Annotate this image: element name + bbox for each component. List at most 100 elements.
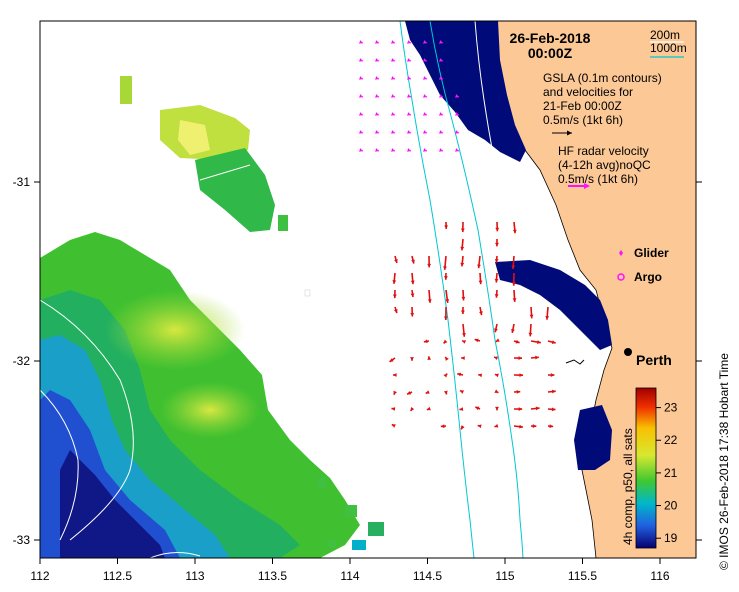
- velocity-arrowhead: [479, 311, 483, 316]
- velocity-arrowhead: [443, 390, 448, 395]
- gsla-line1: GSLA (0.1m contours): [543, 71, 662, 85]
- velocity-arrowhead: [443, 266, 447, 270]
- velocity-arrowhead: [427, 299, 432, 303]
- colorbar-tick-label: 23: [664, 401, 678, 415]
- velocity-arrowhead: [552, 389, 556, 394]
- velocity-arrowhead: [549, 424, 554, 429]
- velocity-arrowhead: [461, 296, 466, 301]
- velocity-arrowhead: [455, 94, 459, 98]
- sst-field-north: [120, 76, 311, 297]
- velocity-arrowhead: [515, 339, 520, 344]
- velocity-arrowhead: [511, 282, 516, 286]
- cloud-mask: [405, 21, 612, 470]
- velocity-arrowhead: [427, 263, 432, 268]
- velocity-arrowhead: [494, 356, 499, 360]
- bathymetry-contours: [399, 21, 524, 558]
- velocity-arrowhead: [375, 130, 379, 134]
- velocity-arrowhead: [411, 259, 415, 264]
- x-tick-label: 112: [30, 569, 49, 583]
- bathy-legend: 200m 1000m: [650, 28, 687, 58]
- plot-frame: [39, 20, 697, 559]
- velocity-arrowhead: [439, 130, 443, 134]
- velocity-arrowhead: [375, 94, 379, 98]
- velocity-arrowhead: [389, 358, 394, 362]
- velocity-arrowhead: [518, 407, 523, 411]
- velocity-arrowhead: [407, 58, 411, 62]
- velocity-arrowhead: [494, 389, 499, 393]
- velocity-arrowhead: [375, 112, 379, 116]
- velocity-arrowhead: [494, 278, 499, 283]
- velocity-arrowhead: [359, 94, 363, 98]
- velocity-arrowhead: [459, 407, 464, 411]
- velocity-arrowhead: [535, 355, 539, 360]
- velocity-arrowhead: [423, 40, 427, 44]
- velocity-arrowhead: [423, 148, 427, 152]
- marker-legend: Glider Argo: [617, 246, 669, 284]
- velocity-arrowhead: [392, 294, 397, 299]
- velocity-arrowhead: [519, 373, 524, 378]
- velocity-arrowhead: [461, 356, 465, 361]
- city-label: Perth: [636, 352, 672, 368]
- x-tick-label: 115.5: [568, 569, 597, 583]
- argo-label: Argo: [634, 270, 662, 284]
- y-tick-label: -31: [13, 175, 31, 189]
- velocity-arrowhead: [495, 242, 499, 247]
- velocity-arrowhead: [512, 229, 517, 234]
- velocity-arrowhead: [443, 316, 448, 320]
- velocity-arrowhead: [391, 407, 396, 411]
- velocity-arrowhead: [375, 40, 379, 44]
- velocity-arrowhead: [461, 310, 465, 315]
- velocity-arrowhead: [462, 333, 466, 337]
- velocity-arrowhead: [423, 130, 427, 134]
- velocity-arrowhead: [455, 148, 459, 152]
- velocity-arrowhead: [410, 280, 415, 285]
- velocity-arrowhead: [518, 356, 522, 361]
- velocity-arrowhead: [407, 148, 411, 152]
- velocity-arrowhead: [359, 40, 363, 44]
- velocity-arrowhead: [426, 406, 431, 411]
- hf-scale: 0.5m/s (1kt 6h): [558, 172, 638, 186]
- velocity-arrowhead: [439, 94, 443, 98]
- map-time: 00:00Z: [528, 45, 573, 61]
- velocity-arrowhead: [474, 338, 479, 343]
- velocity-arrowhead: [537, 340, 541, 344]
- velocity-arrowhead: [407, 391, 412, 395]
- velocity-arrowhead: [445, 356, 449, 361]
- velocity-arrowhead: [425, 390, 430, 394]
- hf-line2: (4-12h avg)noQC: [558, 158, 651, 172]
- x-tick-label: 112.5: [103, 569, 132, 583]
- velocity-arrowhead: [444, 225, 449, 229]
- velocity-arrowhead: [445, 299, 450, 303]
- velocity-arrowhead: [494, 294, 499, 298]
- velocity-arrowhead: [516, 389, 521, 394]
- velocity-arrowhead: [423, 94, 427, 98]
- velocity-arrowhead: [460, 390, 465, 394]
- velocity-arrowhead: [439, 40, 443, 44]
- velocity-arrowhead: [439, 148, 443, 152]
- velocity-arrowhead: [439, 58, 443, 62]
- velocity-arrowhead: [529, 314, 534, 319]
- hf-legend: HF radar velocity (4-12h avg)noQC 0.5m/s…: [558, 144, 651, 189]
- hf-line1: HF radar velocity: [558, 144, 649, 158]
- colorbar-tick-label: 21: [664, 466, 678, 480]
- x-tick-label: 113: [185, 569, 204, 583]
- velocity-arrowhead: [407, 94, 411, 98]
- velocity-arrowhead: [410, 312, 415, 317]
- velocity-arrowhead: [535, 406, 540, 411]
- velocity-arrowhead: [393, 309, 398, 314]
- velocity-arrowhead: [511, 329, 515, 333]
- colorbar-tick-label: 19: [664, 531, 678, 545]
- velocity-arrowhead: [423, 339, 428, 344]
- glider-label: Glider: [634, 246, 669, 260]
- velocity-arrowhead: [423, 112, 427, 116]
- velocity-arrowhead: [391, 148, 395, 152]
- velocity-arrowhead: [423, 76, 427, 80]
- x-axis: 112 112.5 113 113.5 114 114.5 115 115.5 116: [30, 558, 670, 583]
- velocity-arrowhead: [439, 76, 443, 80]
- velocity-arrowhead: [407, 112, 411, 116]
- velocity-arrowhead: [551, 340, 556, 344]
- velocity-arrowhead: [478, 373, 483, 378]
- velocity-arrowhead: [439, 112, 443, 116]
- velocity-arrowhead: [391, 424, 396, 428]
